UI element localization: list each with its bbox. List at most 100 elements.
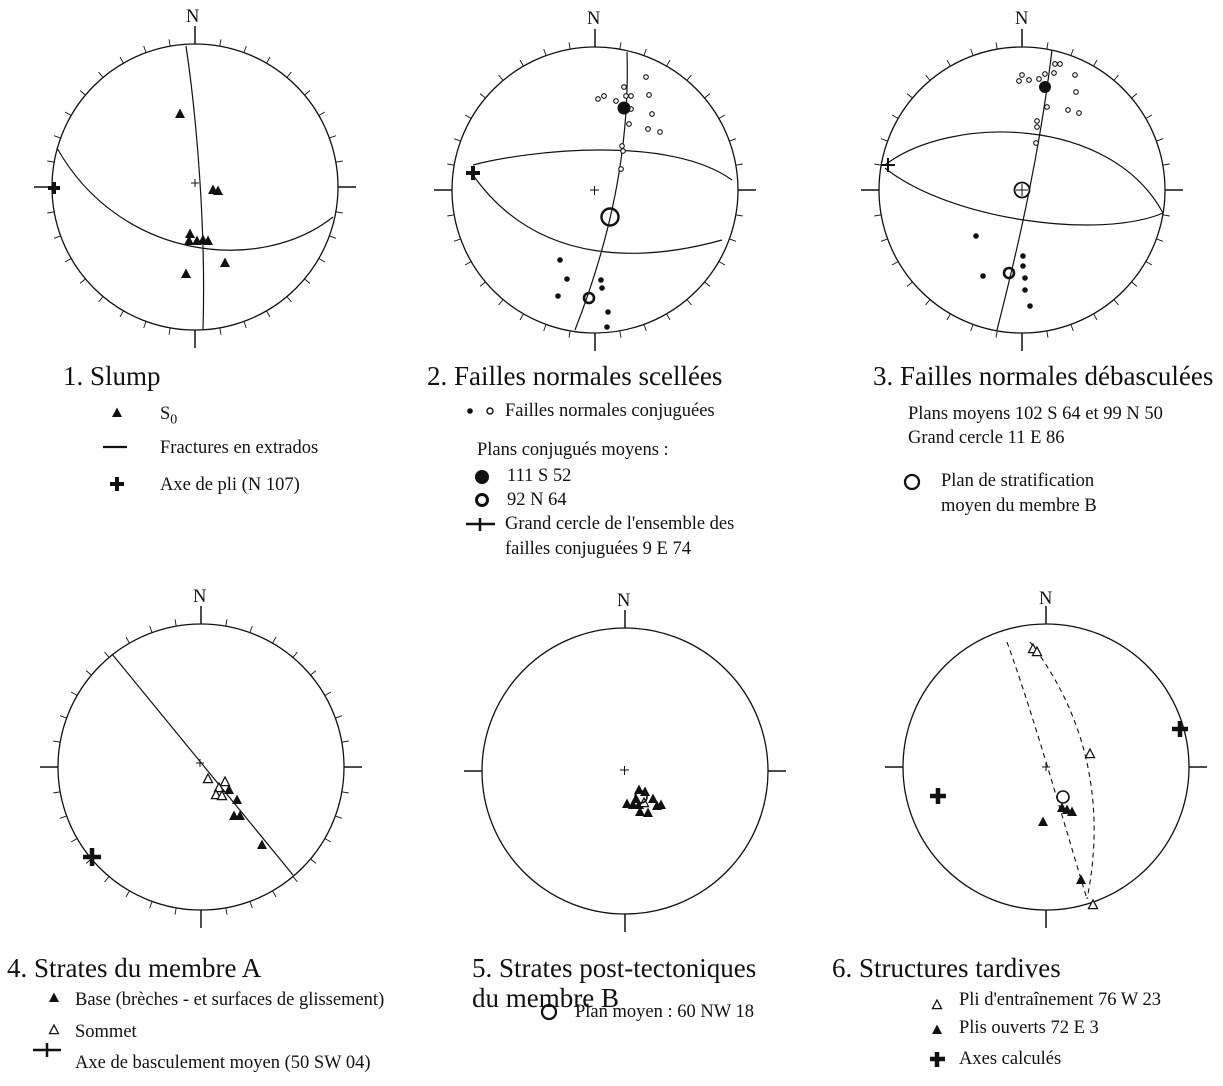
tick-mark — [335, 160, 343, 163]
top-poles — [202, 773, 231, 801]
tick-mark — [79, 90, 86, 96]
tick-mark — [304, 278, 311, 284]
tick-mark — [266, 56, 271, 64]
legend-label: 92 N 64 — [507, 490, 567, 510]
center-mark — [1042, 763, 1050, 771]
tick-mark — [64, 111, 72, 116]
mean-plane-filled — [1039, 81, 1051, 93]
great-circle — [884, 131, 1164, 214]
tick-mark — [519, 313, 524, 321]
stereonet-1 — [34, 26, 356, 348]
tick-marks — [447, 42, 743, 338]
tick-mark — [479, 93, 486, 99]
mean-plane-ring — [582, 291, 596, 305]
diagram-title: 4. Strates du membre A — [7, 953, 262, 983]
legend-symbol-line-cross — [33, 1043, 61, 1057]
tick-mark — [125, 636, 130, 644]
legend-symbol-filled-circle — [475, 470, 489, 484]
tick-mark — [453, 238, 461, 242]
tick-mark — [619, 330, 622, 338]
tick-mark — [1156, 238, 1164, 242]
tick-mark — [479, 281, 486, 287]
tick-marks — [874, 42, 1170, 338]
conjugate-fault-poles-open — [595, 74, 663, 172]
legend-label: Axe de basculement moyen (50 SW 04) — [75, 1053, 371, 1073]
tick-mark — [1162, 163, 1170, 166]
tick-mark — [243, 321, 247, 329]
legend-label: Axes calculés — [959, 1049, 1062, 1069]
tick-mark — [729, 138, 737, 142]
tick-mark — [119, 56, 124, 64]
fold-axis-cross — [48, 182, 60, 194]
tick-mark — [341, 740, 349, 743]
tick-mark — [292, 876, 298, 883]
tick-mark — [1093, 59, 1098, 67]
great-circle — [472, 149, 733, 181]
great-circle — [472, 174, 723, 254]
center-mark — [590, 186, 599, 195]
diagram-title: du membre B — [472, 983, 619, 1013]
tick-mark — [543, 48, 547, 56]
tick-mark — [946, 59, 951, 67]
north-label: N — [1015, 9, 1029, 29]
legend-label: Plan de stratification — [941, 471, 1095, 491]
tick-mark — [310, 670, 317, 676]
great-circle — [884, 167, 1164, 226]
tick-mark — [64, 258, 72, 263]
tick-mark — [272, 890, 277, 898]
legend-symbol-cross — [110, 477, 124, 491]
tick-mark — [1131, 93, 1138, 99]
stereonet-4 — [40, 606, 362, 928]
tick-mark — [79, 278, 86, 284]
tick-mark — [1131, 281, 1138, 287]
tilt-great-circle — [111, 653, 294, 876]
tick-mark — [53, 791, 61, 794]
tick-mark — [1145, 114, 1153, 119]
legend-symbol-ring — [475, 493, 489, 507]
tick-mark — [519, 59, 524, 67]
north-label: N — [186, 7, 200, 27]
legend-symbol-open-circle — [903, 473, 921, 491]
tick-mark — [168, 327, 171, 335]
tick-mark — [98, 71, 104, 78]
center-mark — [196, 759, 204, 767]
tick-mark — [341, 791, 349, 794]
drag-fold-poles — [1027, 643, 1099, 910]
legend-label: Axe de pli (N 107) — [160, 475, 300, 495]
tick-mark — [1145, 261, 1153, 266]
tick-mark — [174, 907, 177, 915]
tick-mark — [70, 838, 78, 843]
mean-circle — [600, 207, 620, 227]
tick-mark — [891, 261, 899, 266]
tick-mark — [59, 715, 67, 719]
calculated-axis-cross — [930, 788, 946, 804]
tick-mark — [906, 93, 913, 99]
legend-label: S0 — [160, 404, 178, 428]
legend-label: Pli d'entraînement 76 W 23 — [959, 990, 1162, 1010]
tick-mark — [1070, 48, 1074, 56]
north-label: N — [617, 591, 631, 611]
mean-plane-filled — [617, 101, 631, 115]
tick-mark — [335, 211, 343, 214]
tick-mark — [272, 636, 277, 644]
tick-mark — [286, 71, 292, 78]
tick-mark — [225, 619, 228, 627]
tick-mark — [53, 740, 61, 743]
tick-mark — [104, 651, 110, 658]
tick-mark — [310, 858, 317, 864]
stereonet-5 — [464, 610, 786, 932]
tick-mark — [568, 42, 571, 50]
tick-mark — [318, 258, 326, 263]
tick-mark — [447, 214, 455, 217]
tick-mark — [225, 907, 228, 915]
tick-mark — [666, 59, 671, 67]
tick-mark — [925, 74, 931, 81]
tick-mark — [335, 815, 343, 819]
tick-mark — [735, 214, 743, 217]
north-label: N — [587, 9, 601, 29]
tick-mark — [874, 214, 882, 217]
tick-mark — [880, 138, 888, 142]
north-label: N — [1039, 589, 1053, 609]
fracture-great-circle — [56, 147, 334, 251]
tick-marks — [47, 39, 343, 335]
